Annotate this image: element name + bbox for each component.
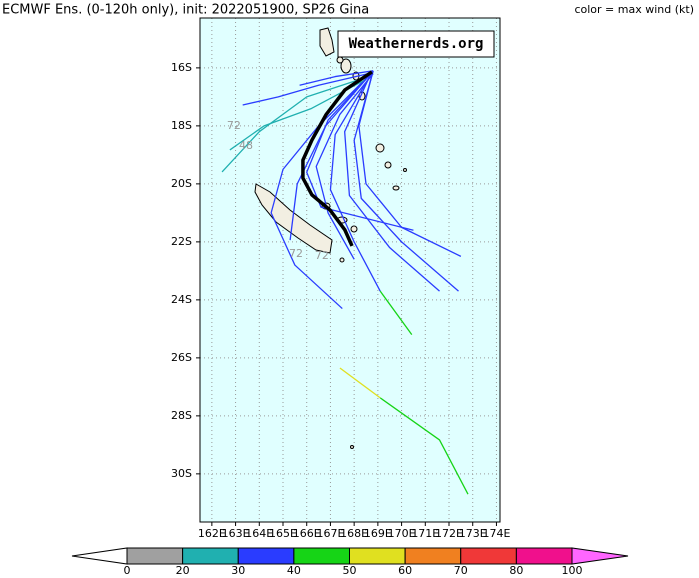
watermark: Weathernerds.org	[349, 36, 484, 52]
x-tick-label: 172E	[435, 527, 463, 540]
y-tick-label: 28S	[171, 409, 192, 422]
y-tick-label: 24S	[171, 293, 192, 306]
x-tick-label: 162E	[198, 527, 226, 540]
island	[392, 185, 400, 191]
island	[350, 445, 354, 449]
chart-title: ECMWF Ens. (0-120h only), init: 20220519…	[2, 3, 369, 18]
colorbar-segment	[349, 547, 406, 565]
mean-track	[301, 70, 373, 247]
colorbar-segment	[515, 547, 573, 565]
colorbar-segment	[293, 547, 350, 565]
colorbar-segment	[182, 547, 239, 565]
y-tick-label: 30S	[171, 467, 192, 480]
x-tick-label: 166E	[293, 527, 321, 540]
colorbar-tick-label: 40	[287, 564, 301, 577]
y-tick-label: 22S	[171, 235, 192, 248]
island	[403, 168, 407, 172]
track	[339, 367, 381, 399]
island	[319, 27, 335, 57]
track	[242, 73, 369, 106]
track	[229, 78, 367, 151]
watermark-box	[337, 30, 495, 58]
track	[306, 73, 414, 231]
track	[329, 70, 381, 292]
track	[344, 73, 440, 292]
map-frame	[199, 17, 501, 523]
track	[353, 70, 459, 292]
x-tick-label: 169E	[364, 527, 392, 540]
y-tick-label: 16S	[171, 61, 192, 74]
x-tick-label: 168E	[340, 527, 368, 540]
track	[315, 73, 374, 260]
x-tick-label: 167E	[316, 527, 344, 540]
track	[270, 73, 372, 310]
island	[339, 257, 345, 263]
island	[384, 161, 392, 169]
annotation: 72	[289, 247, 303, 260]
track	[379, 290, 413, 336]
colorbar-tick-label: 20	[176, 564, 190, 577]
colorbar-under	[71, 547, 128, 565]
track	[221, 75, 369, 173]
colorbar-tick-label: 30	[231, 564, 245, 577]
colorbar-segment	[404, 547, 462, 565]
island	[336, 56, 344, 64]
island	[375, 143, 385, 153]
colorbar-over	[571, 547, 629, 565]
colorbar-tick-label: 80	[509, 564, 523, 577]
annotation: 72	[315, 249, 329, 262]
y-tick-label: 18S	[171, 119, 192, 132]
colorbar-tick-label: 50	[343, 564, 357, 577]
track	[289, 73, 372, 241]
island	[350, 225, 358, 233]
colorbar-tick-label: 100	[562, 564, 583, 577]
colorbar-tick-label: 0	[124, 564, 131, 577]
x-tick-label: 163E	[222, 527, 250, 540]
y-tick-label: 20S	[171, 177, 192, 190]
x-tick-label: 165E	[269, 527, 297, 540]
x-tick-label: 164E	[245, 527, 273, 540]
colorbar-segment	[460, 547, 517, 565]
colorbar-segment	[237, 547, 295, 565]
grid	[200, 18, 500, 522]
annotation: 72	[227, 119, 241, 132]
colorbar: 0 20 30 40 50 60 70 80 100	[71, 547, 629, 577]
colorbar-tick-label: 70	[454, 564, 468, 577]
x-tick-label: 171E	[411, 527, 439, 540]
island	[340, 58, 352, 74]
colorbar-segment	[126, 547, 184, 565]
tracks: 72 48 72 72	[221, 70, 469, 495]
x-tick-label: 170E	[388, 527, 416, 540]
x-tick-label: 173E	[459, 527, 487, 540]
track	[299, 70, 374, 86]
colorbar-tick-label: 60	[398, 564, 412, 577]
annotation: 48	[239, 139, 253, 152]
y-tick-label: 26S	[171, 351, 192, 364]
chart-subtitle: color = max wind (kt)	[574, 3, 694, 16]
track	[379, 397, 469, 495]
x-tick-label: 174E	[482, 527, 510, 540]
